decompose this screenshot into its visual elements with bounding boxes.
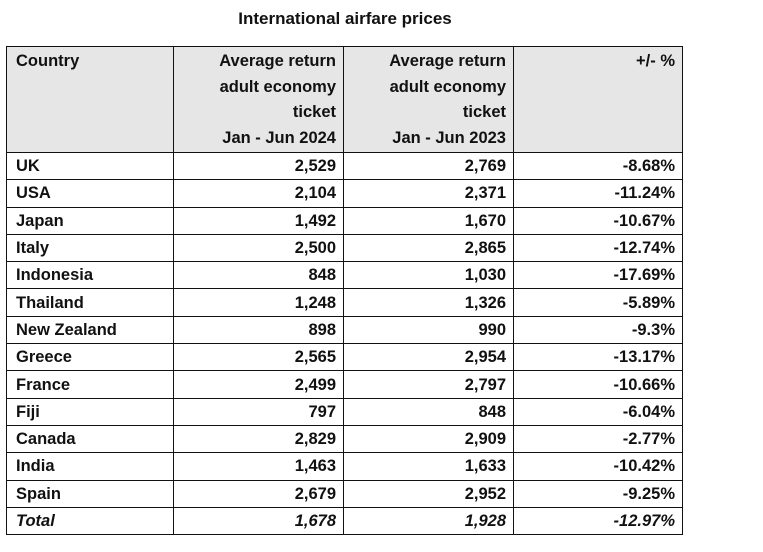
cell-2024: 1,248	[173, 288, 344, 317]
cell-2023: 848	[343, 397, 514, 426]
header-2023-line-3: ticket	[462, 103, 506, 121]
cell-2024: 1,463	[173, 452, 344, 481]
table-row: Canada 2,829 2,909 -2.77%	[6, 424, 683, 454]
cell-change: -10.67%	[513, 206, 683, 235]
total-2023: 1,928	[343, 506, 514, 536]
cell-2023: 2,371	[343, 179, 514, 208]
cell-2024: 2,829	[173, 424, 344, 454]
cell-country: Thailand	[6, 288, 174, 317]
cell-change: -5.89%	[513, 288, 683, 317]
header-row: Country Average return adult economy tic…	[6, 46, 683, 153]
header-2023-line-4: Jan - Jun 2023	[392, 128, 506, 147]
cell-2023: 2,769	[343, 151, 514, 181]
cell-2023: 2,954	[343, 343, 514, 372]
cell-2023: 990	[343, 315, 514, 345]
cell-2024: 898	[173, 315, 344, 345]
table-row: UK 2,529 2,769 -8.68%	[6, 151, 683, 181]
cell-2024: 848	[173, 261, 344, 290]
cell-change: -10.42%	[513, 452, 683, 481]
cell-change: -10.66%	[513, 370, 683, 399]
cell-2024: 2,679	[173, 479, 344, 508]
cell-country: Greece	[6, 343, 174, 372]
header-country: Country	[6, 46, 174, 153]
cell-2024: 2,104	[173, 179, 344, 208]
cell-country: Spain	[6, 479, 174, 508]
table-row: Greece 2,565 2,954 -13.17%	[6, 343, 683, 372]
cell-change: -8.68%	[513, 151, 683, 181]
header-2024-line-4: Jan - Jun 2024	[222, 128, 336, 147]
header-2024: Average return adult economy ticket Jan …	[173, 46, 344, 153]
header-2023-line-1: Average return	[389, 52, 506, 70]
cell-change: -13.17%	[513, 343, 683, 372]
cell-2023: 2,865	[343, 233, 514, 263]
table-row: Indonesia 848 1,030 -17.69%	[6, 261, 683, 290]
cell-2024: 2,529	[173, 151, 344, 181]
header-2023-line-2: adult economy	[389, 77, 506, 96]
total-label: Total	[6, 506, 174, 536]
table-row: Thailand 1,248 1,326 -5.89%	[6, 288, 683, 317]
cell-change: -6.04%	[513, 397, 683, 426]
cell-2023: 1,670	[343, 206, 514, 235]
header-2023: Average return adult economy ticket Jan …	[343, 46, 514, 153]
header-country-line: Country	[16, 52, 80, 70]
cell-country: Fiji	[6, 397, 174, 426]
cell-2023: 2,909	[343, 424, 514, 454]
cell-change: -12.74%	[513, 233, 683, 263]
total-2024: 1,678	[173, 506, 344, 536]
table-row: Spain 2,679 2,952 -9.25%	[6, 479, 683, 508]
cell-change: -17.69%	[513, 261, 683, 290]
cell-2023: 1,326	[343, 288, 514, 317]
cell-change: -9.25%	[513, 479, 683, 508]
table-row: New Zealand 898 990 -9.3%	[6, 315, 683, 345]
cell-country: Canada	[6, 424, 174, 454]
cell-2024: 2,565	[173, 343, 344, 372]
cell-country: Japan	[6, 206, 174, 235]
total-change: -12.97%	[513, 506, 683, 536]
table-row: Japan 1,492 1,670 -10.67%	[6, 206, 683, 235]
cell-change: -9.3%	[513, 315, 683, 345]
table-row: Fiji 797 848 -6.04%	[6, 397, 683, 426]
cell-change: -2.77%	[513, 424, 683, 454]
cell-2024: 2,500	[173, 233, 344, 263]
cell-2023: 1,633	[343, 452, 514, 481]
cell-country: UK	[6, 151, 174, 181]
table-row: USA 2,104 2,371 -11.24%	[6, 179, 683, 208]
cell-country: France	[6, 370, 174, 399]
cell-2023: 2,797	[343, 370, 514, 399]
header-2024-line-3: ticket	[292, 103, 336, 121]
header-change: +/- %	[513, 46, 683, 153]
header-2024-line-1: Average return	[219, 52, 336, 70]
table-title: International airfare prices	[238, 9, 452, 28]
airfare-table: Country Average return adult economy tic…	[6, 46, 683, 536]
cell-country: USA	[6, 179, 174, 208]
cell-country: Indonesia	[6, 261, 174, 290]
cell-2023: 1,030	[343, 261, 514, 290]
table-row: Italy 2,500 2,865 -12.74%	[6, 233, 683, 263]
table-row: France 2,499 2,797 -10.66%	[6, 370, 683, 399]
cell-country: India	[6, 452, 174, 481]
cell-2024: 2,499	[173, 370, 344, 399]
header-2024-line-2: adult economy	[219, 77, 336, 96]
cell-country: Italy	[6, 233, 174, 263]
cell-2023: 2,952	[343, 479, 514, 508]
cell-2024: 797	[173, 397, 344, 426]
cell-2024: 1,492	[173, 206, 344, 235]
cell-change: -11.24%	[513, 179, 683, 208]
cell-country: New Zealand	[6, 315, 174, 345]
total-row: Total 1,678 1,928 -12.97%	[6, 506, 683, 536]
header-change-line: +/- %	[636, 52, 675, 70]
table-row: India 1,463 1,633 -10.42%	[6, 452, 683, 481]
